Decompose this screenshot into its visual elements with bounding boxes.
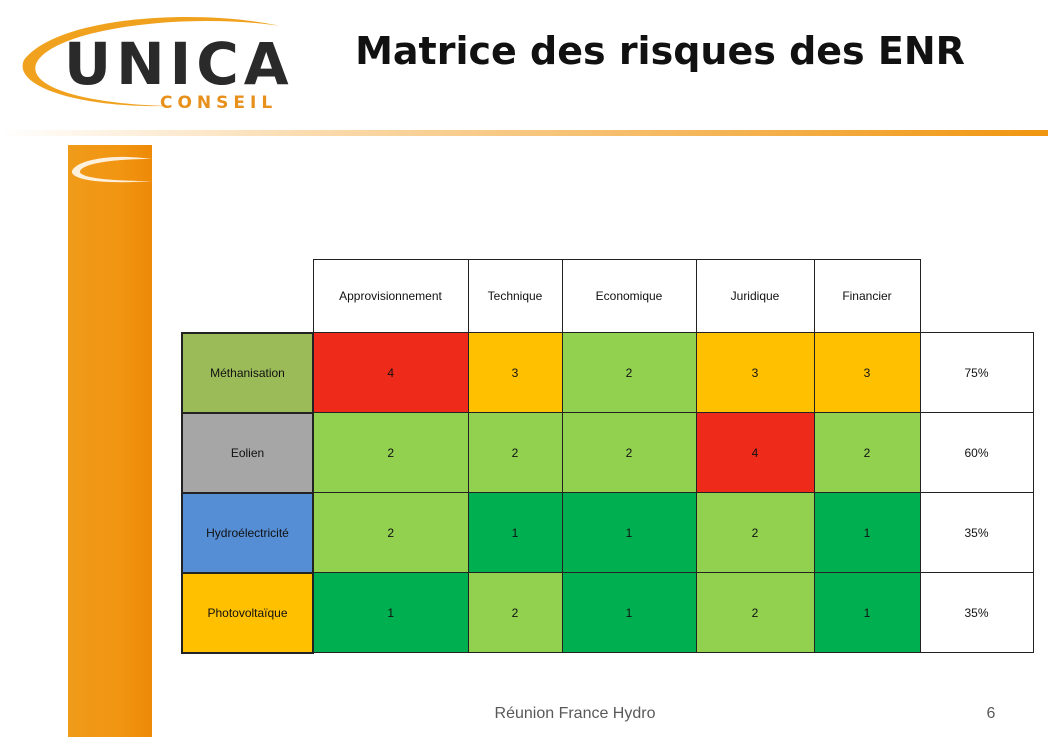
score-cell: 2 xyxy=(312,412,469,493)
column-header: Approvisionnement xyxy=(312,259,469,333)
footer-text: Réunion France Hydro xyxy=(494,705,656,722)
score-cell: 3 xyxy=(695,332,815,413)
risk-matrix-table: Approvisionnement Technique Economique J… xyxy=(181,259,1034,654)
score-cell: 2 xyxy=(561,332,697,413)
risk-percent-cell: 75% xyxy=(919,332,1034,413)
score-cell: 2 xyxy=(561,412,697,493)
table-row: Photovoltaïque 1 2 1 2 1 35% xyxy=(181,571,1034,654)
table-row: Méthanisation 4 3 2 3 3 75% xyxy=(181,331,1034,414)
score-cell: 1 xyxy=(561,572,697,653)
unica-logo: UNICA CONSEIL xyxy=(18,8,289,118)
score-cell: 3 xyxy=(813,332,921,413)
table-row: Eolien 2 2 2 4 2 60% xyxy=(181,411,1034,494)
table-header-row: Approvisionnement Technique Economique J… xyxy=(182,259,1033,333)
score-cell: 1 xyxy=(312,572,469,653)
table-row: Hydroélectricité 2 1 1 2 1 35% xyxy=(181,491,1034,574)
score-cell: 1 xyxy=(813,492,921,573)
column-header: Financier xyxy=(813,259,921,333)
header-divider xyxy=(0,130,1048,136)
score-cell: 2 xyxy=(695,572,815,653)
row-label: Photovoltaïque xyxy=(181,571,314,654)
risk-percent-cell: 35% xyxy=(919,572,1034,653)
score-cell: 3 xyxy=(467,332,563,413)
score-cell: 1 xyxy=(467,492,563,573)
page-title: Matrice des risques des ENR xyxy=(355,29,965,73)
logo-wordmark: UNICA xyxy=(64,30,294,98)
side-decoration-bar xyxy=(68,145,152,737)
header-corner-cell xyxy=(182,259,313,333)
header-blank-cell xyxy=(920,259,1033,333)
score-cell: 1 xyxy=(813,572,921,653)
score-cell: 2 xyxy=(813,412,921,493)
score-cell: 2 xyxy=(695,492,815,573)
logo-subtitle: CONSEIL xyxy=(160,93,278,113)
column-header: Juridique xyxy=(695,259,815,333)
row-label: Hydroélectricité xyxy=(181,491,314,574)
score-cell: 2 xyxy=(467,412,563,493)
score-cell: 4 xyxy=(695,412,815,493)
side-swoosh-icon xyxy=(71,156,152,183)
page-number: 6 xyxy=(986,705,996,722)
score-cell: 1 xyxy=(561,492,697,573)
column-header: Technique xyxy=(467,259,563,333)
risk-percent-cell: 60% xyxy=(919,412,1034,493)
risk-percent-cell: 35% xyxy=(919,492,1034,573)
column-header: Economique xyxy=(561,259,697,333)
row-label: Méthanisation xyxy=(181,331,314,414)
score-cell: 2 xyxy=(312,492,469,573)
score-cell: 4 xyxy=(312,332,469,413)
score-cell: 2 xyxy=(467,572,563,653)
row-label: Eolien xyxy=(181,411,314,494)
